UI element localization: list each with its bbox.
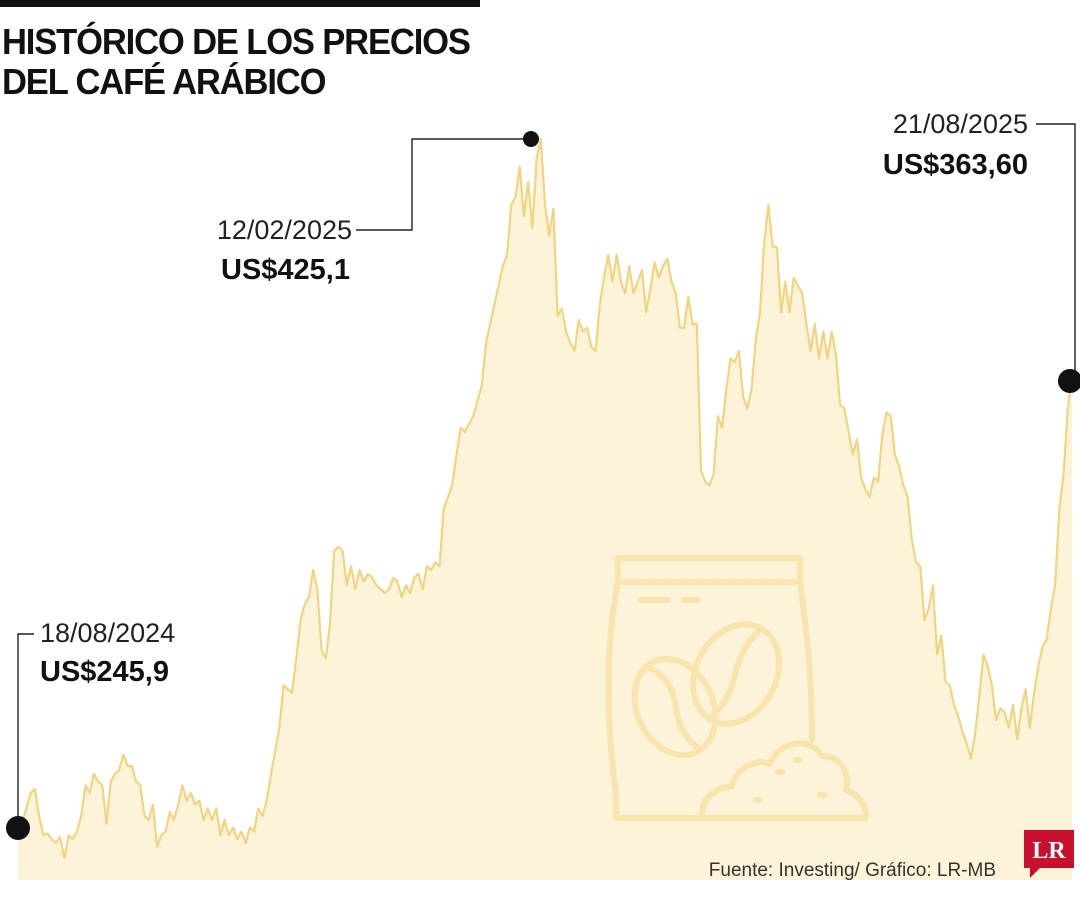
annotation-date-start: 18/08/2024	[40, 618, 175, 648]
annotation-value-start: US$245,9	[40, 656, 169, 688]
annotation-value-end: US$363,60	[883, 149, 1028, 181]
marker-peak	[523, 131, 539, 147]
chart-title: HISTÓRICO DE LOS PRECIOS DEL CAFÉ ARÁBIC…	[2, 22, 501, 102]
leader-line-end	[1036, 123, 1076, 381]
top-rule	[0, 0, 480, 7]
chart-title-line-1: HISTÓRICO DE LOS PRECIOS	[2, 21, 471, 62]
price-area	[18, 139, 1072, 880]
annotation-start: 18/08/2024 US$245,9	[6, 618, 175, 840]
annotation-date-end: 21/08/2025	[893, 109, 1028, 139]
lr-logo: LR	[1024, 830, 1074, 878]
lr-logo-text: LR	[1032, 838, 1066, 864]
leader-line-peak	[356, 138, 531, 231]
source-note: Fuente: Investing/ Gráfico: LR-MB	[708, 860, 996, 881]
annotation-peak: 12/02/2025 US$425,1	[217, 131, 539, 286]
annotation-value-peak: US$425,1	[221, 254, 350, 286]
leader-line-start	[17, 633, 34, 828]
annotation-end: 21/08/2025 US$363,60	[883, 109, 1080, 393]
annotation-date-peak: 12/02/2025	[217, 215, 352, 245]
marker-end	[1058, 369, 1080, 393]
marker-start	[6, 816, 30, 840]
price-line	[17, 137, 1074, 860]
coffee-bag-icon	[605, 555, 869, 821]
chart-title-line-2: DEL CAFÉ ARÁBICO	[2, 61, 326, 102]
